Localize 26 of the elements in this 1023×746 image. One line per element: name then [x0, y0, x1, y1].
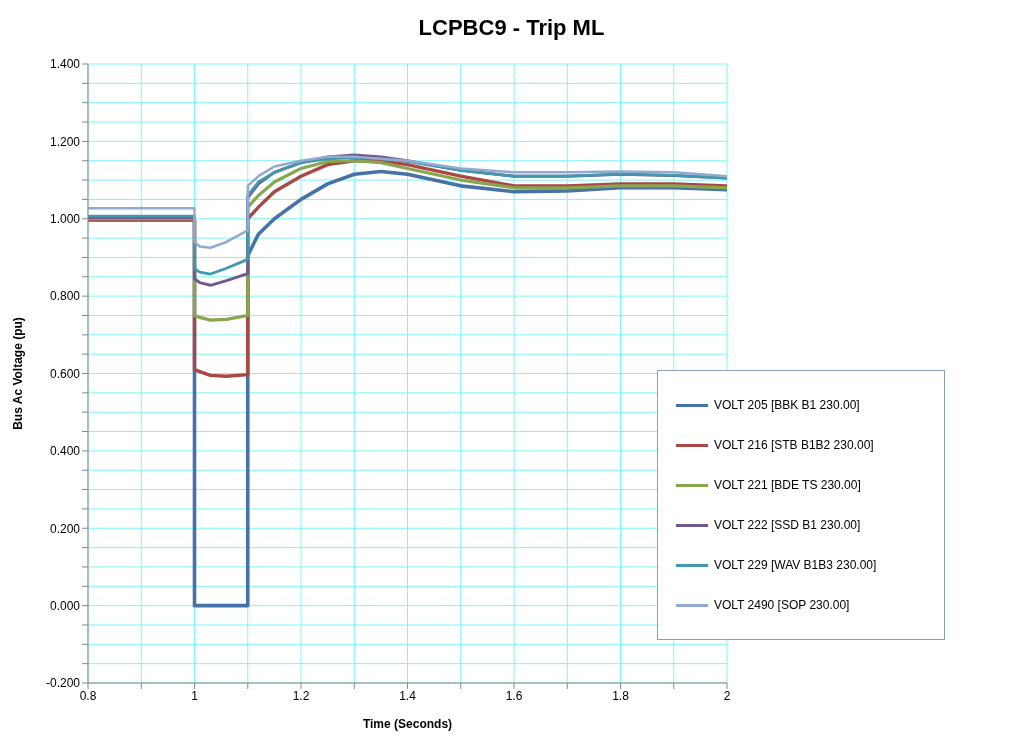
legend-label: VOLT 205 [BBK B1 230.00] [714, 398, 860, 412]
legend-label: VOLT 221 [BDE TS 230.00] [714, 478, 861, 492]
chart-title: LCPBC9 - Trip ML [417, 14, 606, 42]
legend-label: VOLT 222 [SSD B1 230.00] [714, 518, 861, 532]
y-tick-label: 1.000 [49, 212, 81, 227]
y-axis-title: Bus Ac Voltage (pu) [11, 317, 26, 430]
line-series [88, 155, 727, 250]
x-tick-label: 1.6 [505, 688, 523, 703]
x-tick-label: 1 [191, 688, 199, 703]
x-tick-label: 0.8 [79, 688, 97, 703]
legend-label: VOLT 2490 [SOP 230.00] [714, 598, 850, 612]
x-tick-label: 2 [723, 688, 731, 703]
x-axis-title: Time (Seconds) [362, 717, 453, 731]
legend-label: VOLT 216 [STB B1B2 230.00] [714, 438, 874, 452]
y-tick-label: 0.600 [49, 366, 81, 381]
y-tick-label: 1.400 [49, 57, 81, 72]
x-tick-label: 1.4 [399, 688, 417, 703]
y-tick-label: 0.200 [49, 521, 81, 536]
x-tick-label: 1.2 [292, 688, 310, 703]
x-tick-label: 1.8 [612, 688, 630, 703]
y-tick-label: 0.800 [49, 289, 81, 304]
y-tick-label: -0.200 [45, 676, 81, 691]
y-tick-label: 0.400 [49, 444, 81, 459]
y-tick-label: 1.200 [49, 134, 81, 149]
legend-label: VOLT 229 [WAV B1B3 230.00] [714, 558, 877, 572]
y-tick-label: 0.000 [49, 598, 81, 613]
